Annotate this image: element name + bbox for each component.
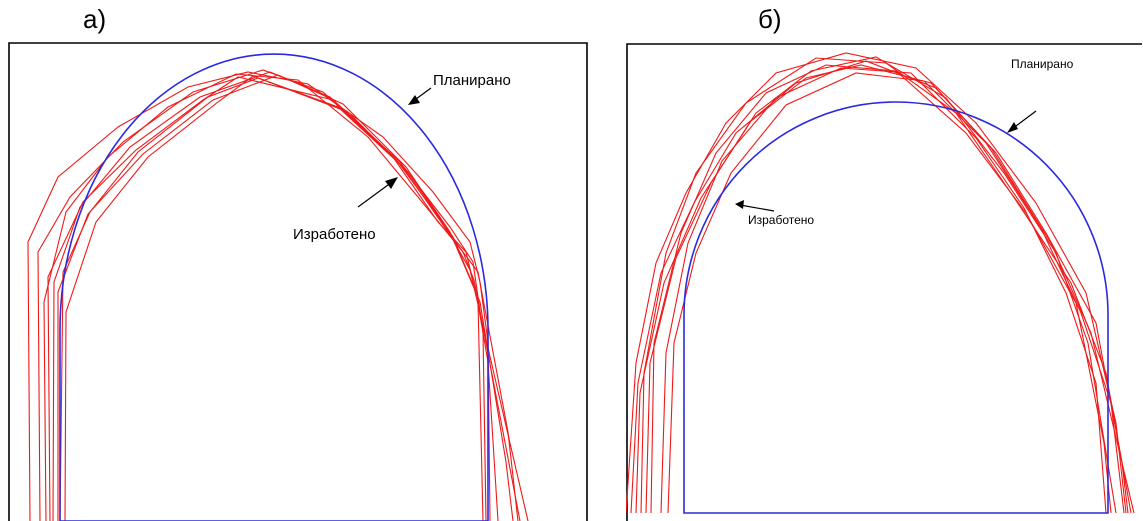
excavated-contour: [47, 76, 529, 521]
excavated-contour: [626, 52, 1127, 514]
excavated-contour: [645, 56, 1117, 514]
panel-b-planned-callout: Планирано: [1007, 57, 1074, 133]
planned-contour: [683, 101, 1109, 514]
panel-b-label: б): [758, 4, 782, 34]
excavated-contour: [52, 71, 487, 521]
excavated-contour: [650, 64, 1112, 514]
planned-arrow-head: [1007, 122, 1018, 133]
excavated-contour: [57, 74, 514, 521]
panel-a-frame: [8, 42, 588, 521]
planned-arrow-head: [408, 95, 420, 105]
excavated-contour: [37, 69, 484, 521]
panel-b-diagram: Планирано Изработено: [626, 43, 1142, 521]
excavated-label: Изработено: [293, 226, 376, 243]
excavated-contour: [64, 75, 499, 521]
planned-label: Планирано: [433, 72, 511, 89]
panel-a-excavated-callout: Изработено: [293, 177, 398, 243]
excavated-arrow-line: [357, 181, 393, 208]
excavated-arrow-head: [735, 200, 744, 209]
panel-b-frame: [626, 43, 1142, 521]
planned-contour: [59, 53, 489, 521]
excavated-contour: [640, 57, 1132, 514]
excavated-contour: [630, 60, 1129, 514]
excavated-arrow-line: [739, 204, 775, 212]
excavated-contour: [635, 64, 1135, 514]
panel-a-excavated-contours: [27, 69, 529, 521]
panel-a-planned-callout: Планирано: [408, 72, 511, 105]
excavated-contour: [27, 71, 491, 521]
panel-b-excavated-contours: [626, 52, 1135, 514]
excavated-contour: [59, 77, 519, 521]
excavated-contour: [667, 72, 1125, 514]
excavated-arrow-head: [385, 177, 398, 189]
panel-a-diagram: Планирано Изработено: [8, 42, 588, 521]
panel-a-label: а): [83, 4, 107, 34]
planned-label: Планирано: [1011, 57, 1074, 71]
excavated-contour: [43, 73, 521, 521]
excavated-label: Изработено: [748, 213, 814, 227]
excavated-contour: [660, 67, 1107, 514]
panel-b-excavated-callout: Изработено: [735, 200, 814, 227]
